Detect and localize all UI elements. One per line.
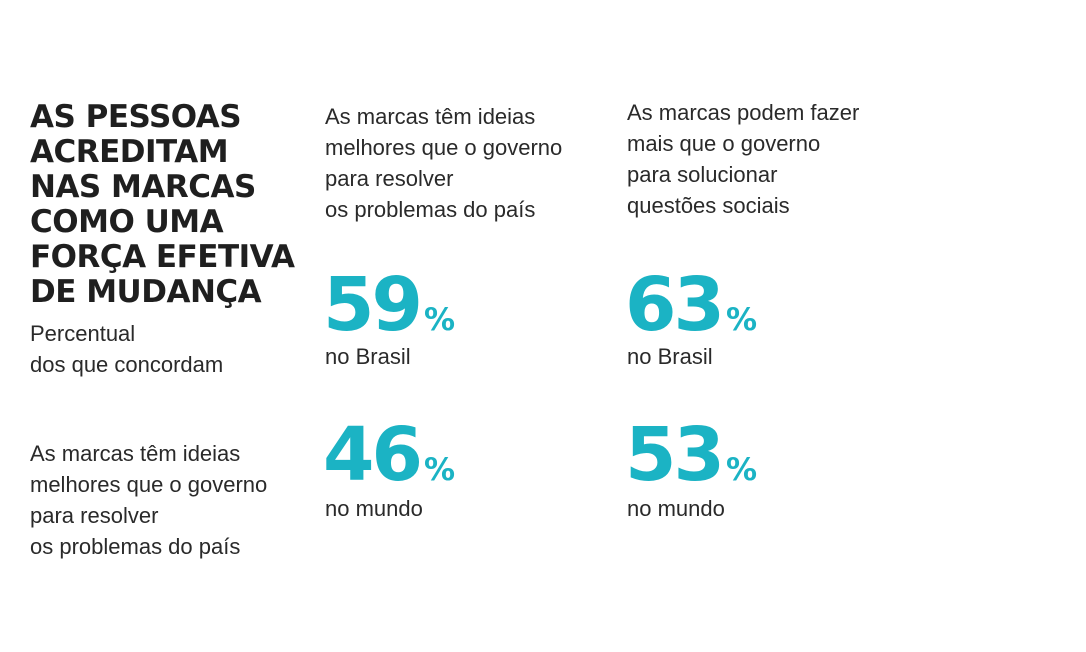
chart-subtitle: Percentual dos que concordam [30, 318, 310, 380]
stat-value: 53 [625, 412, 725, 498]
chart-title: AS PESSOAS ACREDITAM NAS MARCAS COMO UMA… [30, 100, 320, 310]
row-label-line: para resolver [30, 503, 159, 528]
stat-col1-mundo: 46% [323, 418, 455, 492]
stat-value: 63 [625, 262, 725, 348]
column-label-2: As marcas podem fazer mais que o governo… [627, 97, 859, 221]
stat-region: no Brasil [627, 344, 713, 369]
row-label-line: As marcas têm ideias [30, 441, 241, 466]
row-label-line: melhores que o governo [30, 472, 268, 497]
stat-region: no Brasil [325, 344, 411, 369]
stat-unit: % [725, 302, 758, 338]
title-line: AS PESSOAS [30, 99, 242, 135]
subtitle-line: Percentual [30, 321, 136, 346]
column-label-line: As marcas podem fazer [627, 100, 860, 125]
stat-unit: % [423, 452, 456, 488]
stat-region: no mundo [325, 496, 423, 521]
row-label: As marcas têm ideias melhores que o gove… [30, 438, 267, 562]
stat-value: 46 [323, 412, 423, 498]
stat-col1-brasil: 59% [323, 268, 455, 342]
column-label-line: As marcas têm ideias [325, 104, 536, 129]
column-label-1: As marcas têm ideias melhores que o gove… [325, 101, 562, 225]
column-label-line: os problemas do país [325, 197, 536, 222]
row-label-line: os problemas do país [30, 534, 241, 559]
title-line: COMO UMA [30, 204, 224, 240]
column-label-line: melhores que o governo [325, 135, 563, 160]
title-line: NAS MARCAS [30, 169, 256, 205]
stat-value: 59 [323, 262, 423, 348]
subtitle-line: dos que concordam [30, 352, 224, 377]
stat-unit: % [725, 452, 758, 488]
title-line: ACREDITAM [30, 134, 229, 170]
column-label-line: mais que o governo [627, 131, 821, 156]
column-label-line: para resolver [325, 166, 454, 191]
column-label-line: para solucionar [627, 162, 778, 187]
title-line: DE MUDANÇA [30, 274, 262, 310]
stat-unit: % [423, 302, 456, 338]
stat-region: no mundo [627, 496, 725, 521]
stat-col2-brasil: 63% [625, 268, 757, 342]
title-line: FORÇA EFETIVA [30, 239, 295, 275]
column-label-line: questões sociais [627, 193, 790, 218]
stat-col2-mundo: 53% [625, 418, 757, 492]
